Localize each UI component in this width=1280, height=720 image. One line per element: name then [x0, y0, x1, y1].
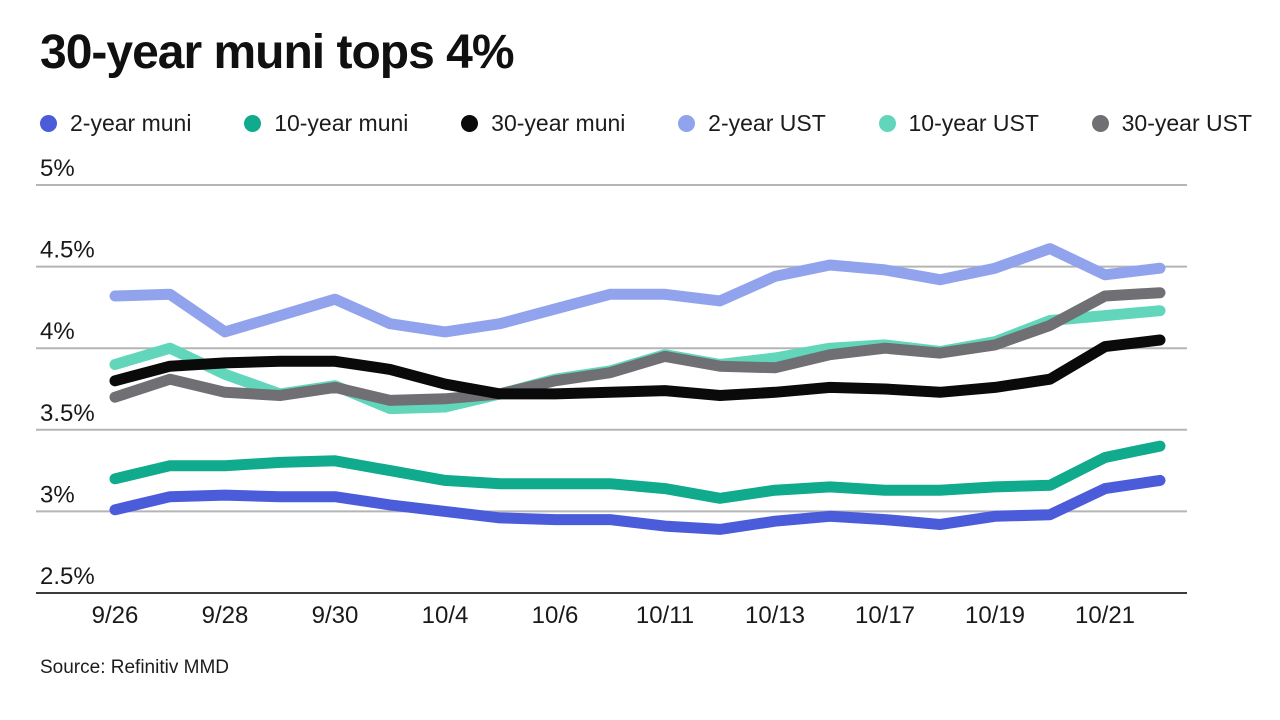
legend-item-2-year-ust: 2-year UST [678, 110, 826, 137]
series-line-2-year-muni [109, 474, 1166, 535]
x-axis-tick-label: 9/28 [202, 602, 249, 629]
source-attribution: Source: Refinitiv MMD [40, 657, 229, 678]
legend-item-label: 10-year UST [908, 110, 1039, 136]
x-axis-tick-label: 10/17 [855, 602, 915, 629]
x-axis-tick-label: 9/26 [92, 602, 139, 629]
y-axis-tick-label: 4.5% [40, 237, 95, 264]
series-line-2-year-ust [109, 243, 1166, 338]
legend-dot-icon [461, 115, 479, 132]
legend-dot-icon [40, 115, 57, 132]
x-axis-tick-label: 10/4 [422, 602, 469, 629]
y-axis-tick-label: 3% [40, 481, 75, 508]
legend-item-30-year-ust: 30-year UST [1091, 110, 1252, 137]
x-axis-tick-label: 10/19 [965, 602, 1025, 629]
series-line-10-year-muni [109, 440, 1166, 504]
y-axis-tick-label: 4% [40, 318, 75, 345]
chart-title: 30-year muni tops 4% [40, 26, 514, 79]
legend-item-2-year-muni: 2-year muni [40, 110, 191, 137]
chart-legend: 2-year muni 10-year muni 30-year muni 2-… [40, 110, 1252, 137]
series-line-30-year-ust [109, 287, 1166, 406]
x-axis-tick-label: 10/13 [745, 602, 805, 629]
legend-item-label: 2-year muni [70, 110, 192, 136]
y-axis-tick-label: 3.5% [40, 400, 95, 427]
x-axis-tick-label: 9/30 [312, 602, 359, 629]
x-axis-tick-label: 10/6 [532, 602, 579, 629]
legend-item-label: 2-year UST [708, 110, 826, 136]
x-axis-tick-label: 10/11 [636, 602, 694, 629]
legend-item-10-year-ust: 10-year UST [878, 110, 1039, 137]
y-axis-tick-label: 5% [40, 155, 75, 182]
series-line-30-year-muni [109, 334, 1166, 401]
legend-item-label: 10-year muni [274, 110, 409, 136]
y-axis-tick-label: 2.5% [40, 563, 95, 590]
legend-dot-icon [678, 115, 696, 132]
x-axis-tick-label: 10/21 [1075, 602, 1135, 629]
legend-item-30-year-muni: 30-year muni [461, 110, 625, 137]
legend-item-label: 30-year UST [1121, 110, 1252, 136]
legend-item-label: 30-year muni [491, 110, 626, 136]
legend-dot-icon [878, 115, 896, 132]
legend-dot-icon [244, 115, 262, 132]
legend-item-10-year-muni: 10-year muni [244, 110, 408, 137]
legend-dot-icon [1091, 115, 1109, 132]
